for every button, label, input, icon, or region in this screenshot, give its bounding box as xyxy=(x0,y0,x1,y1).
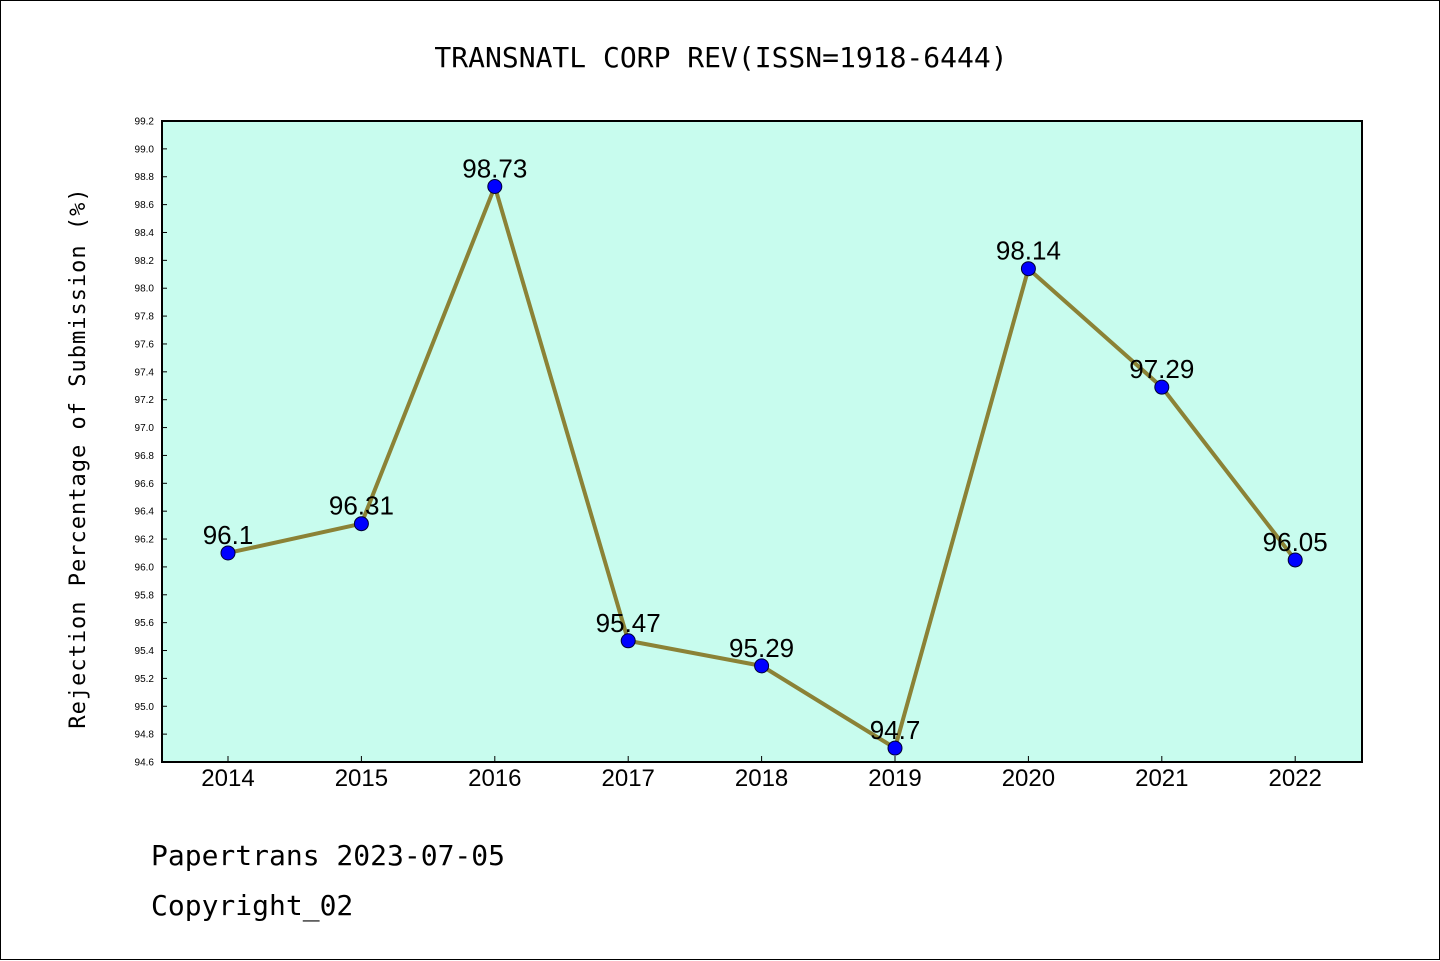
data-point xyxy=(1154,379,1170,395)
x-tick-label: 2017 xyxy=(602,765,655,792)
y-tick-label: 95.4 xyxy=(135,646,155,657)
y-tick-label: 95.8 xyxy=(135,590,155,601)
x-tick-label: 2015 xyxy=(335,765,388,792)
data-point xyxy=(220,545,236,561)
y-tick-label: 94.8 xyxy=(135,730,155,741)
y-tick-label: 99.2 xyxy=(135,117,155,128)
y-tick-label: 98.4 xyxy=(135,228,155,239)
y-tick-label: 97.0 xyxy=(135,423,155,434)
data-label: 95.47 xyxy=(596,608,661,638)
data-label: 96.31 xyxy=(329,491,394,521)
x-tick-label: 2016 xyxy=(468,765,521,792)
y-axis-label: Rejection Percentage of Submission (%) xyxy=(66,187,91,728)
data-point xyxy=(754,658,770,674)
y-tick-label: 96.0 xyxy=(135,562,155,573)
data-label: 97.29 xyxy=(1129,354,1194,384)
x-tick-label: 2014 xyxy=(201,765,254,792)
y-tick-label: 96.6 xyxy=(135,479,155,490)
data-labels: 96.1 96.31 98.73 95.47 95.29 94.7 98.14 97.29 96… xyxy=(203,153,1328,745)
y-tick-label: 97.4 xyxy=(135,367,155,378)
data-point xyxy=(487,178,503,194)
data-label: 96.1 xyxy=(203,520,254,550)
y-tick-label: 95.6 xyxy=(135,618,155,629)
y-tick-label: 94.6 xyxy=(135,758,155,769)
plot-area xyxy=(162,121,1362,762)
chart-title: TRANSNATL CORP REV(ISSN=1918-6444) xyxy=(434,41,1007,74)
data-label: 98.73 xyxy=(462,153,527,183)
y-tick-label: 98.0 xyxy=(135,284,155,295)
y-tick-label: 95.0 xyxy=(135,702,155,713)
x-tick-label: 2019 xyxy=(868,765,921,792)
data-point xyxy=(620,633,636,649)
data-point xyxy=(1020,261,1036,277)
y-tick-label: 98.2 xyxy=(135,256,155,267)
data-markers xyxy=(220,178,1303,756)
data-point xyxy=(1287,552,1303,568)
y-tick-label: 95.2 xyxy=(135,674,155,685)
y-axis: 94.6 94.8 95.0 95.2 95.4 95.6 95.8 96.0 96.2 96.4… xyxy=(135,117,167,769)
y-tick-label: 98.6 xyxy=(135,200,155,211)
x-tick-label: 2021 xyxy=(1135,765,1188,792)
y-tick-label: 97.8 xyxy=(135,312,155,323)
x-tick-label: 2020 xyxy=(1002,765,1055,792)
y-tick-label: 97.2 xyxy=(135,395,155,406)
data-point xyxy=(353,516,369,532)
data-label: 98.14 xyxy=(996,236,1061,266)
y-tick-label: 96.8 xyxy=(135,451,155,462)
y-tick-label: 96.2 xyxy=(135,535,155,546)
footer-date: Papertrans 2023-07-05 xyxy=(151,839,505,872)
y-tick-label: 97.6 xyxy=(135,339,155,350)
x-axis: 2014 2015 2016 2017 2018 2019 2020 2021 2022 xyxy=(201,756,1322,792)
x-tick-label: 2022 xyxy=(1269,765,1322,792)
plot-border xyxy=(161,120,1363,763)
data-label: 94.7 xyxy=(870,715,921,745)
data-label: 96.05 xyxy=(1263,527,1328,557)
x-tick-label: 2018 xyxy=(735,765,788,792)
data-label: 95.29 xyxy=(729,633,794,663)
y-tick-label: 96.4 xyxy=(135,507,155,518)
y-tick-label: 99.0 xyxy=(135,144,155,155)
data-point xyxy=(887,740,903,756)
footer-copyright: Copyright_02 xyxy=(151,889,353,923)
y-tick-label: 98.8 xyxy=(135,172,155,183)
